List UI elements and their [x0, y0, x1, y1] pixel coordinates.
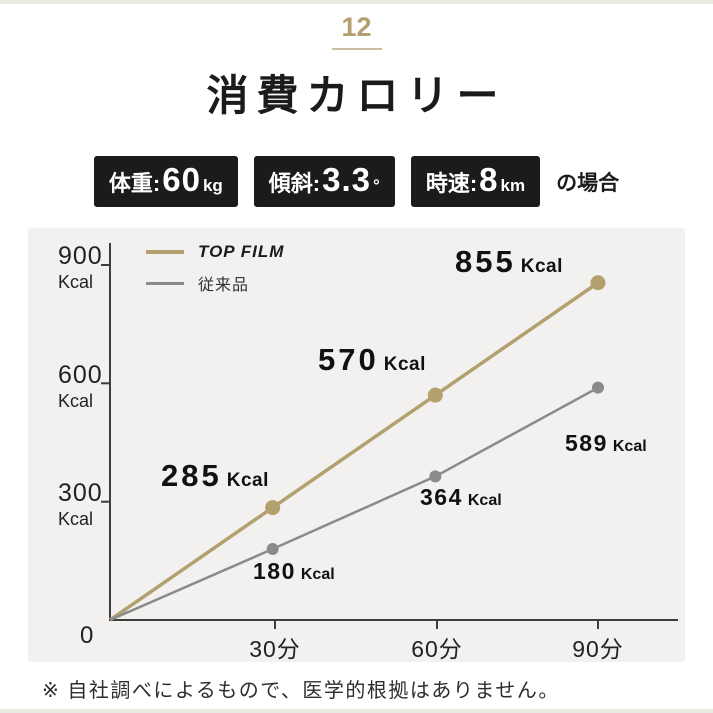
conventional-legend-label: 従来品	[198, 277, 250, 294]
data-label-value: 180	[253, 558, 296, 584]
data-point	[266, 543, 279, 555]
conventional-line-swatch	[146, 281, 184, 285]
y-tick-unit: Kcal	[58, 391, 94, 411]
y-tick-value: 600	[58, 361, 103, 389]
data-label-value: 364	[420, 484, 463, 510]
legend-row-topfilm: TOP FILM	[146, 242, 284, 262]
topfilm-legend-label: TOP FILM	[198, 242, 285, 261]
top-edge-decoration	[0, 0, 713, 4]
data-label-364: 364 Kcal	[420, 484, 502, 511]
y-axis-label-600: 600 Kcal	[58, 361, 103, 412]
badge-incline-unit: °	[373, 176, 380, 195]
topfilm-line-swatch	[146, 250, 184, 254]
data-label-570: 570 Kcal	[318, 342, 426, 378]
page-title: 消費カロリー	[206, 72, 507, 119]
series-line-1	[109, 386, 599, 622]
data-point	[590, 275, 606, 291]
step-number: 12	[331, 12, 382, 50]
data-label-unit: Kcal	[300, 566, 335, 583]
x-axis-label-90: 90分	[572, 636, 624, 662]
data-point	[427, 387, 443, 403]
data-label-unit: Kcal	[612, 438, 647, 455]
bottom-edge-decoration	[0, 709, 713, 713]
y-tick-value: 300	[58, 479, 103, 507]
badge-speed-unit: km	[500, 176, 526, 195]
badge-weight-unit: kg	[202, 176, 223, 195]
data-point	[429, 470, 442, 483]
badge-incline-value: 3.3	[322, 161, 371, 198]
chart-axes	[101, 243, 678, 629]
data-label-value: 855	[455, 244, 516, 279]
data-point	[592, 381, 604, 394]
y-tick-unit: Kcal	[58, 272, 94, 292]
data-label-180: 180 Kcal	[253, 558, 335, 585]
data-label-unit: Kcal	[520, 256, 563, 277]
x-axis-label-60: 60分	[411, 636, 463, 662]
y-tick-value: 900	[58, 242, 103, 270]
conditions-row: 体重: 60 kg 傾斜: 3.3 ° 時速: 8 km の場合	[0, 156, 713, 207]
y-tick-unit: Kcal	[58, 509, 94, 529]
calorie-line-chart	[101, 243, 678, 629]
origin-label: 0	[80, 622, 94, 649]
disclaimer-note: ※ 自社調べによるもので、医学的根拠はありません。	[42, 680, 560, 702]
data-point	[265, 500, 281, 516]
data-label-value: 589	[565, 430, 608, 456]
data-label-unit: Kcal	[226, 470, 269, 491]
y-axis-label-300: 300 Kcal	[58, 479, 103, 530]
chart-legend: TOP FILM 従来品	[146, 242, 284, 295]
y-axis-label-900: 900 Kcal	[58, 242, 103, 293]
data-label-value: 285	[161, 458, 222, 493]
conditions-suffix: の場合	[556, 172, 620, 195]
data-label-value: 570	[318, 342, 379, 377]
legend-row-conventional: 従来品	[146, 271, 284, 295]
chart-panel: TOP FILM 従来品 900 Kcal 600 Kcal 300 Kcal …	[28, 228, 685, 662]
badge-incline: 傾斜: 3.3 °	[253, 156, 395, 207]
x-axis-label-30: 30分	[249, 636, 301, 662]
badge-weight-value: 60	[162, 161, 201, 198]
badge-speed-label: 時速:	[425, 171, 478, 196]
series-line-0	[109, 281, 599, 622]
data-label-285: 285 Kcal	[161, 458, 269, 494]
badge-weight-label: 体重:	[108, 171, 161, 196]
data-label-unit: Kcal	[467, 492, 502, 509]
badge-speed-value: 8	[479, 161, 499, 198]
data-label-unit: Kcal	[383, 354, 426, 375]
data-label-855: 855 Kcal	[455, 244, 563, 280]
data-label-589: 589 Kcal	[565, 430, 647, 457]
badge-speed: 時速: 8 km	[410, 156, 541, 207]
badge-weight: 体重: 60 kg	[93, 156, 238, 207]
badge-incline-label: 傾斜:	[268, 171, 321, 196]
